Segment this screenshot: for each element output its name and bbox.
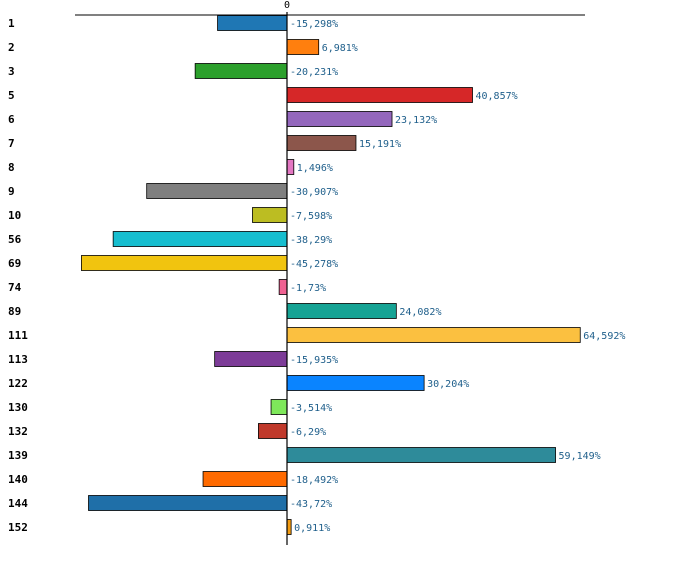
category-label: 9 [8,185,15,198]
value-label: -20,231% [290,67,338,78]
bar [286,447,556,463]
bar [286,159,295,175]
bar [194,63,288,79]
zero-tick-label: 0 [284,0,290,11]
bar [286,87,473,103]
category-label: 8 [8,161,15,174]
category-label: 89 [8,305,21,318]
value-label: 64,592% [583,331,625,342]
category-label: 74 [8,281,22,294]
bar [286,327,581,343]
value-label: 40,857% [475,91,517,102]
category-label: 3 [8,65,15,78]
category-label: 132 [8,425,28,438]
bar [286,375,425,391]
value-label: 0,911% [294,523,330,534]
category-label: 111 [8,329,28,342]
bar [214,351,288,367]
bar [258,423,288,439]
bar [202,471,288,487]
category-label: 122 [8,377,28,390]
bar [217,15,288,31]
value-label: -3,514% [290,403,332,414]
bar [286,135,357,151]
value-label: -43,72% [290,499,332,510]
value-label: 23,132% [395,115,437,126]
category-label: 5 [8,89,15,102]
value-label: 59,149% [559,451,601,462]
value-label: 24,082% [399,307,441,318]
category-label: 6 [8,113,15,126]
bar [278,279,288,295]
bar [88,495,288,511]
value-label: -15,298% [290,19,338,30]
category-label: 56 [8,233,22,246]
value-label: -18,492% [290,475,338,486]
value-label: -15,935% [290,355,338,366]
bar [146,183,288,199]
bar [112,231,288,247]
value-label: -30,907% [290,187,338,198]
category-label: 113 [8,353,28,366]
value-label: 6,981% [322,43,358,54]
category-label: 10 [8,209,21,222]
labels-group: 1 -15,298% 2 6,981% 3 -20,231% 5 40,857% 6 23,132… [8,17,625,534]
category-label: 2 [8,41,15,54]
bar [270,399,288,415]
category-label: 1 [8,17,15,30]
bar [286,303,397,319]
bar [286,111,393,127]
category-label: 152 [8,521,28,534]
category-label: 139 [8,449,28,462]
value-label: 15,191% [359,139,401,150]
value-label: -7,598% [290,211,332,222]
value-label: 30,204% [427,379,469,390]
value-label: -1,73% [290,283,326,294]
value-label: 1,496% [297,163,333,174]
bar [286,39,320,55]
value-label: -38,29% [290,235,332,246]
category-label: 140 [8,473,28,486]
category-label: 7 [8,137,15,150]
category-label: 130 [8,401,28,414]
category-label: 144 [8,497,28,510]
category-label: 69 [8,257,21,270]
bar [81,255,288,271]
bar [286,519,292,535]
value-label: -45,278% [290,259,338,270]
bar [252,207,288,223]
value-label: -6,29% [290,427,326,438]
